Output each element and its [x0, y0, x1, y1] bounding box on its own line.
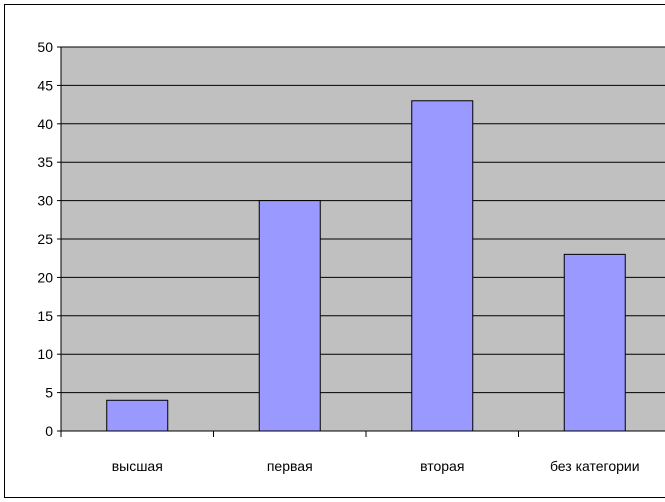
y-tick-label: 40	[37, 116, 53, 132]
y-tick-label: 15	[37, 308, 53, 324]
x-category-label: вторая	[420, 458, 464, 474]
x-category-label: первая	[267, 458, 313, 474]
y-tick-label: 30	[37, 193, 53, 209]
bar-2	[411, 100, 474, 432]
y-tick-label: 5	[45, 385, 53, 401]
y-tick-label: 10	[37, 346, 53, 362]
x-axis-category-labels: высшая первая вторая без категории	[112, 458, 640, 474]
x-category-label: высшая	[112, 458, 163, 474]
y-tick-label: 45	[37, 77, 53, 93]
x-category-label: без категории	[550, 458, 640, 474]
y-tick-label: 25	[37, 231, 53, 247]
bars	[106, 100, 626, 432]
y-tick-label: 20	[37, 269, 53, 285]
bar-1	[258, 200, 321, 432]
bar-0	[106, 399, 169, 432]
y-tick-label: 0	[45, 423, 53, 439]
bar-3	[563, 253, 626, 432]
y-tick-label: 50	[37, 39, 53, 55]
axes	[57, 46, 665, 437]
y-axis-tick-labels: 0 5 10 15 20 25 30 35 40 45 50	[37, 39, 53, 439]
y-tick-label: 35	[37, 154, 53, 170]
